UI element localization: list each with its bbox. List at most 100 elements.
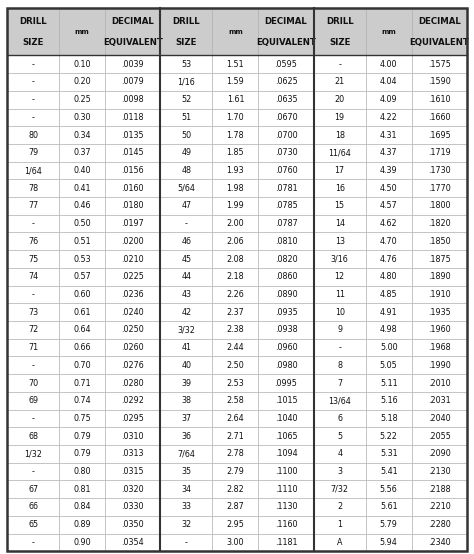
Text: 14: 14 bbox=[335, 219, 345, 228]
Text: -: - bbox=[338, 60, 341, 69]
Bar bbox=[258, 144, 314, 162]
Bar bbox=[366, 215, 412, 233]
Bar bbox=[366, 233, 412, 250]
Text: .0160: .0160 bbox=[121, 184, 144, 193]
Bar bbox=[412, 463, 467, 480]
Text: 11/64: 11/64 bbox=[328, 148, 351, 157]
Text: .0935: .0935 bbox=[274, 307, 297, 317]
Text: .1850: .1850 bbox=[428, 237, 451, 246]
Text: .0225: .0225 bbox=[121, 272, 144, 281]
Text: .0098: .0098 bbox=[121, 95, 144, 104]
Bar bbox=[412, 321, 467, 338]
Text: 42: 42 bbox=[182, 307, 191, 317]
Bar bbox=[366, 286, 412, 304]
Text: 4.22: 4.22 bbox=[380, 113, 398, 122]
Text: .1910: .1910 bbox=[428, 290, 451, 299]
Bar bbox=[59, 427, 105, 445]
Text: 20: 20 bbox=[335, 95, 345, 104]
Text: 2.58: 2.58 bbox=[227, 396, 244, 405]
Text: .0313: .0313 bbox=[121, 449, 144, 458]
Bar bbox=[412, 144, 467, 162]
Text: 50: 50 bbox=[182, 131, 191, 140]
Bar bbox=[105, 374, 160, 392]
Bar bbox=[160, 427, 212, 445]
Text: .1575: .1575 bbox=[428, 60, 451, 69]
Text: .0995: .0995 bbox=[274, 378, 298, 387]
Text: 36: 36 bbox=[182, 432, 191, 440]
Text: .0315: .0315 bbox=[121, 467, 144, 476]
Bar bbox=[412, 534, 467, 551]
Text: 0.51: 0.51 bbox=[73, 237, 91, 246]
Text: .0320: .0320 bbox=[121, 485, 144, 494]
Text: 0.81: 0.81 bbox=[73, 485, 91, 494]
Bar bbox=[366, 445, 412, 463]
Bar bbox=[160, 250, 212, 268]
Text: 4.09: 4.09 bbox=[380, 95, 398, 104]
Text: .0250: .0250 bbox=[121, 325, 144, 335]
Bar bbox=[412, 8, 467, 55]
Bar bbox=[59, 463, 105, 480]
Text: 1.51: 1.51 bbox=[227, 60, 244, 69]
Bar bbox=[7, 304, 59, 321]
Bar bbox=[59, 304, 105, 321]
Text: .0781: .0781 bbox=[275, 184, 297, 193]
Bar bbox=[7, 233, 59, 250]
Bar bbox=[105, 55, 160, 73]
Bar bbox=[212, 55, 258, 73]
Text: -: - bbox=[32, 290, 35, 299]
Bar bbox=[160, 463, 212, 480]
Text: 0.75: 0.75 bbox=[73, 414, 91, 423]
Text: 76: 76 bbox=[28, 237, 38, 246]
Text: .0240: .0240 bbox=[121, 307, 144, 317]
Bar bbox=[412, 109, 467, 126]
Bar bbox=[7, 480, 59, 498]
Text: 2.18: 2.18 bbox=[227, 272, 244, 281]
Text: 2.95: 2.95 bbox=[227, 520, 245, 529]
Bar bbox=[7, 321, 59, 338]
Bar bbox=[212, 338, 258, 356]
Bar bbox=[7, 197, 59, 215]
Bar bbox=[412, 162, 467, 179]
Text: 0.79: 0.79 bbox=[73, 432, 91, 440]
Text: mm: mm bbox=[228, 29, 243, 35]
Text: .1015: .1015 bbox=[275, 396, 297, 405]
Bar bbox=[7, 338, 59, 356]
Bar bbox=[212, 463, 258, 480]
Text: 0.79: 0.79 bbox=[73, 449, 91, 458]
Bar bbox=[105, 480, 160, 498]
Text: DRILL: DRILL bbox=[173, 17, 200, 26]
Bar bbox=[105, 304, 160, 321]
Text: 2.44: 2.44 bbox=[227, 343, 244, 352]
Text: 0.84: 0.84 bbox=[73, 502, 91, 511]
Bar bbox=[59, 109, 105, 126]
Bar bbox=[212, 321, 258, 338]
Text: 0.34: 0.34 bbox=[73, 131, 91, 140]
Text: 4.76: 4.76 bbox=[380, 254, 398, 264]
Text: .0039: .0039 bbox=[121, 60, 144, 69]
Bar bbox=[412, 126, 467, 144]
Bar bbox=[160, 144, 212, 162]
Text: 5.31: 5.31 bbox=[380, 449, 398, 458]
Bar bbox=[314, 534, 366, 551]
Bar bbox=[7, 498, 59, 516]
Bar bbox=[59, 73, 105, 91]
Bar bbox=[412, 356, 467, 374]
Bar bbox=[366, 126, 412, 144]
Bar bbox=[160, 109, 212, 126]
Text: .0330: .0330 bbox=[121, 502, 144, 511]
Bar bbox=[314, 445, 366, 463]
Text: 0.20: 0.20 bbox=[73, 78, 91, 86]
Bar bbox=[412, 498, 467, 516]
Text: 0.60: 0.60 bbox=[73, 290, 91, 299]
Bar bbox=[160, 321, 212, 338]
Bar bbox=[258, 215, 314, 233]
Text: 34: 34 bbox=[182, 485, 191, 494]
Bar bbox=[212, 109, 258, 126]
Text: 2.71: 2.71 bbox=[227, 432, 244, 440]
Text: 47: 47 bbox=[182, 202, 191, 211]
Text: 2.50: 2.50 bbox=[227, 361, 244, 370]
Bar bbox=[59, 480, 105, 498]
Bar bbox=[212, 73, 258, 91]
Bar bbox=[105, 233, 160, 250]
Bar bbox=[59, 250, 105, 268]
